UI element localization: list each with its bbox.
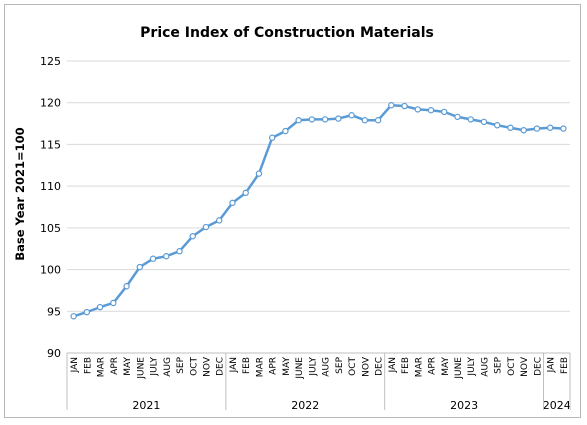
y-tick-120: 120 [40, 97, 61, 110]
y-tick-125: 125 [40, 55, 61, 68]
data-point [361, 117, 369, 124]
y-tick-labels: 90 95 100 105 110 115 120 125 [40, 55, 61, 360]
data-point [149, 255, 157, 262]
x-axis: JAN FEB MAR APR MAY JUNE JULY AUG SEP OCT NOV DEC JA… [66, 352, 571, 412]
x-tick-month: DEC [533, 357, 543, 376]
data-point [401, 102, 408, 110]
data-point [388, 102, 395, 109]
data-point [216, 217, 223, 224]
chart-title: Price Index of Construction Materials [140, 25, 434, 41]
x-tick-month: MAR [255, 357, 265, 377]
data-point [348, 112, 355, 119]
data-point [96, 303, 104, 311]
data-point [493, 122, 501, 129]
x-tick-year: 2021 [132, 399, 160, 412]
data-point [414, 106, 421, 113]
x-tick-month: MAR [97, 357, 107, 377]
x-tick-month: MAY [123, 357, 133, 376]
x-tick-month: OCT [348, 357, 358, 376]
data-point [295, 117, 302, 124]
data-point [189, 232, 196, 240]
x-tick-month: JULY [467, 357, 477, 377]
x-tick-month: JAN [547, 357, 557, 373]
data-point [163, 253, 170, 260]
data-point [110, 299, 117, 307]
x-tick-month: FEB [401, 357, 411, 374]
x-tick-month: AUG [322, 357, 332, 377]
y-tick-110: 110 [40, 180, 61, 193]
data-point [308, 116, 316, 123]
x-tick-year: 2022 [291, 399, 319, 412]
x-tick-month: JAN [388, 357, 398, 373]
data-point [255, 170, 263, 177]
data-point [546, 124, 554, 131]
x-tick-month: OCT [507, 357, 517, 376]
x-tick-month: NOV [202, 356, 212, 377]
x-tick-month: OCT [189, 357, 199, 376]
data-point [282, 127, 289, 135]
data-point [136, 263, 144, 271]
y-tick-100: 100 [40, 264, 61, 277]
x-tick-month: SEP [494, 356, 504, 373]
x-tick-month: DEC [375, 357, 385, 376]
data-point [123, 283, 130, 290]
x-tick-month: APR [110, 357, 120, 375]
x-tick-month: JUNE [454, 357, 464, 380]
data-point [480, 118, 488, 126]
data-point [268, 134, 276, 141]
x-tick-month: SEP [176, 356, 186, 373]
data-point [533, 125, 541, 132]
x-tick-month: FEB [83, 357, 93, 374]
data-point [70, 313, 77, 320]
data-point [467, 116, 474, 123]
x-tick-month: JUNE [136, 357, 146, 380]
x-tick-year: 2024 [543, 399, 571, 412]
x-tick-year: 2023 [450, 399, 478, 412]
data-point [202, 223, 210, 231]
x-tick-month: DEC [216, 357, 226, 376]
y-tick-115: 115 [40, 138, 61, 151]
data-point [321, 116, 329, 123]
y-tick-105: 105 [40, 222, 61, 235]
data-point [335, 115, 342, 122]
data-point [229, 199, 236, 207]
x-tick-month: MAR [414, 357, 424, 377]
x-tick-month: SEP [335, 356, 345, 373]
x-tick-month: AUG [480, 357, 490, 377]
x-tick-month: FEB [560, 357, 570, 374]
x-tick-month: AUG [163, 357, 173, 377]
data-point [176, 248, 183, 255]
x-tick-month: JAN [229, 357, 239, 373]
data-point [560, 125, 567, 132]
data-point [374, 117, 382, 124]
data-point [520, 127, 527, 134]
x-tick-month: NOV [520, 356, 530, 377]
chart-frame [4, 4, 581, 418]
x-tick-month: JUNE [295, 357, 305, 380]
series-line-0 [73, 103, 564, 318]
x-tick-month: JULY [308, 357, 318, 377]
data-point [454, 113, 461, 121]
data-point [242, 189, 249, 197]
x-tick-month: APR [269, 357, 279, 375]
data-point [441, 108, 448, 116]
x-tick-month: JAN [70, 357, 80, 373]
x-tick-month: APR [428, 357, 438, 375]
gridlines [67, 60, 570, 312]
data-point [427, 107, 435, 114]
y-axis-label: Base Year 2021=100 [13, 127, 27, 260]
y-tick-95: 95 [47, 305, 61, 318]
x-tick-month: FEB [242, 357, 252, 374]
x-tick-month: MAY [441, 357, 451, 376]
y-tick-90: 90 [47, 347, 61, 360]
data-point [83, 308, 91, 316]
data-series [70, 102, 567, 320]
x-tick-month: JULY [150, 357, 160, 377]
x-tick-month: NOV [361, 356, 371, 377]
data-point [507, 124, 514, 131]
x-tick-month: MAY [282, 357, 292, 376]
